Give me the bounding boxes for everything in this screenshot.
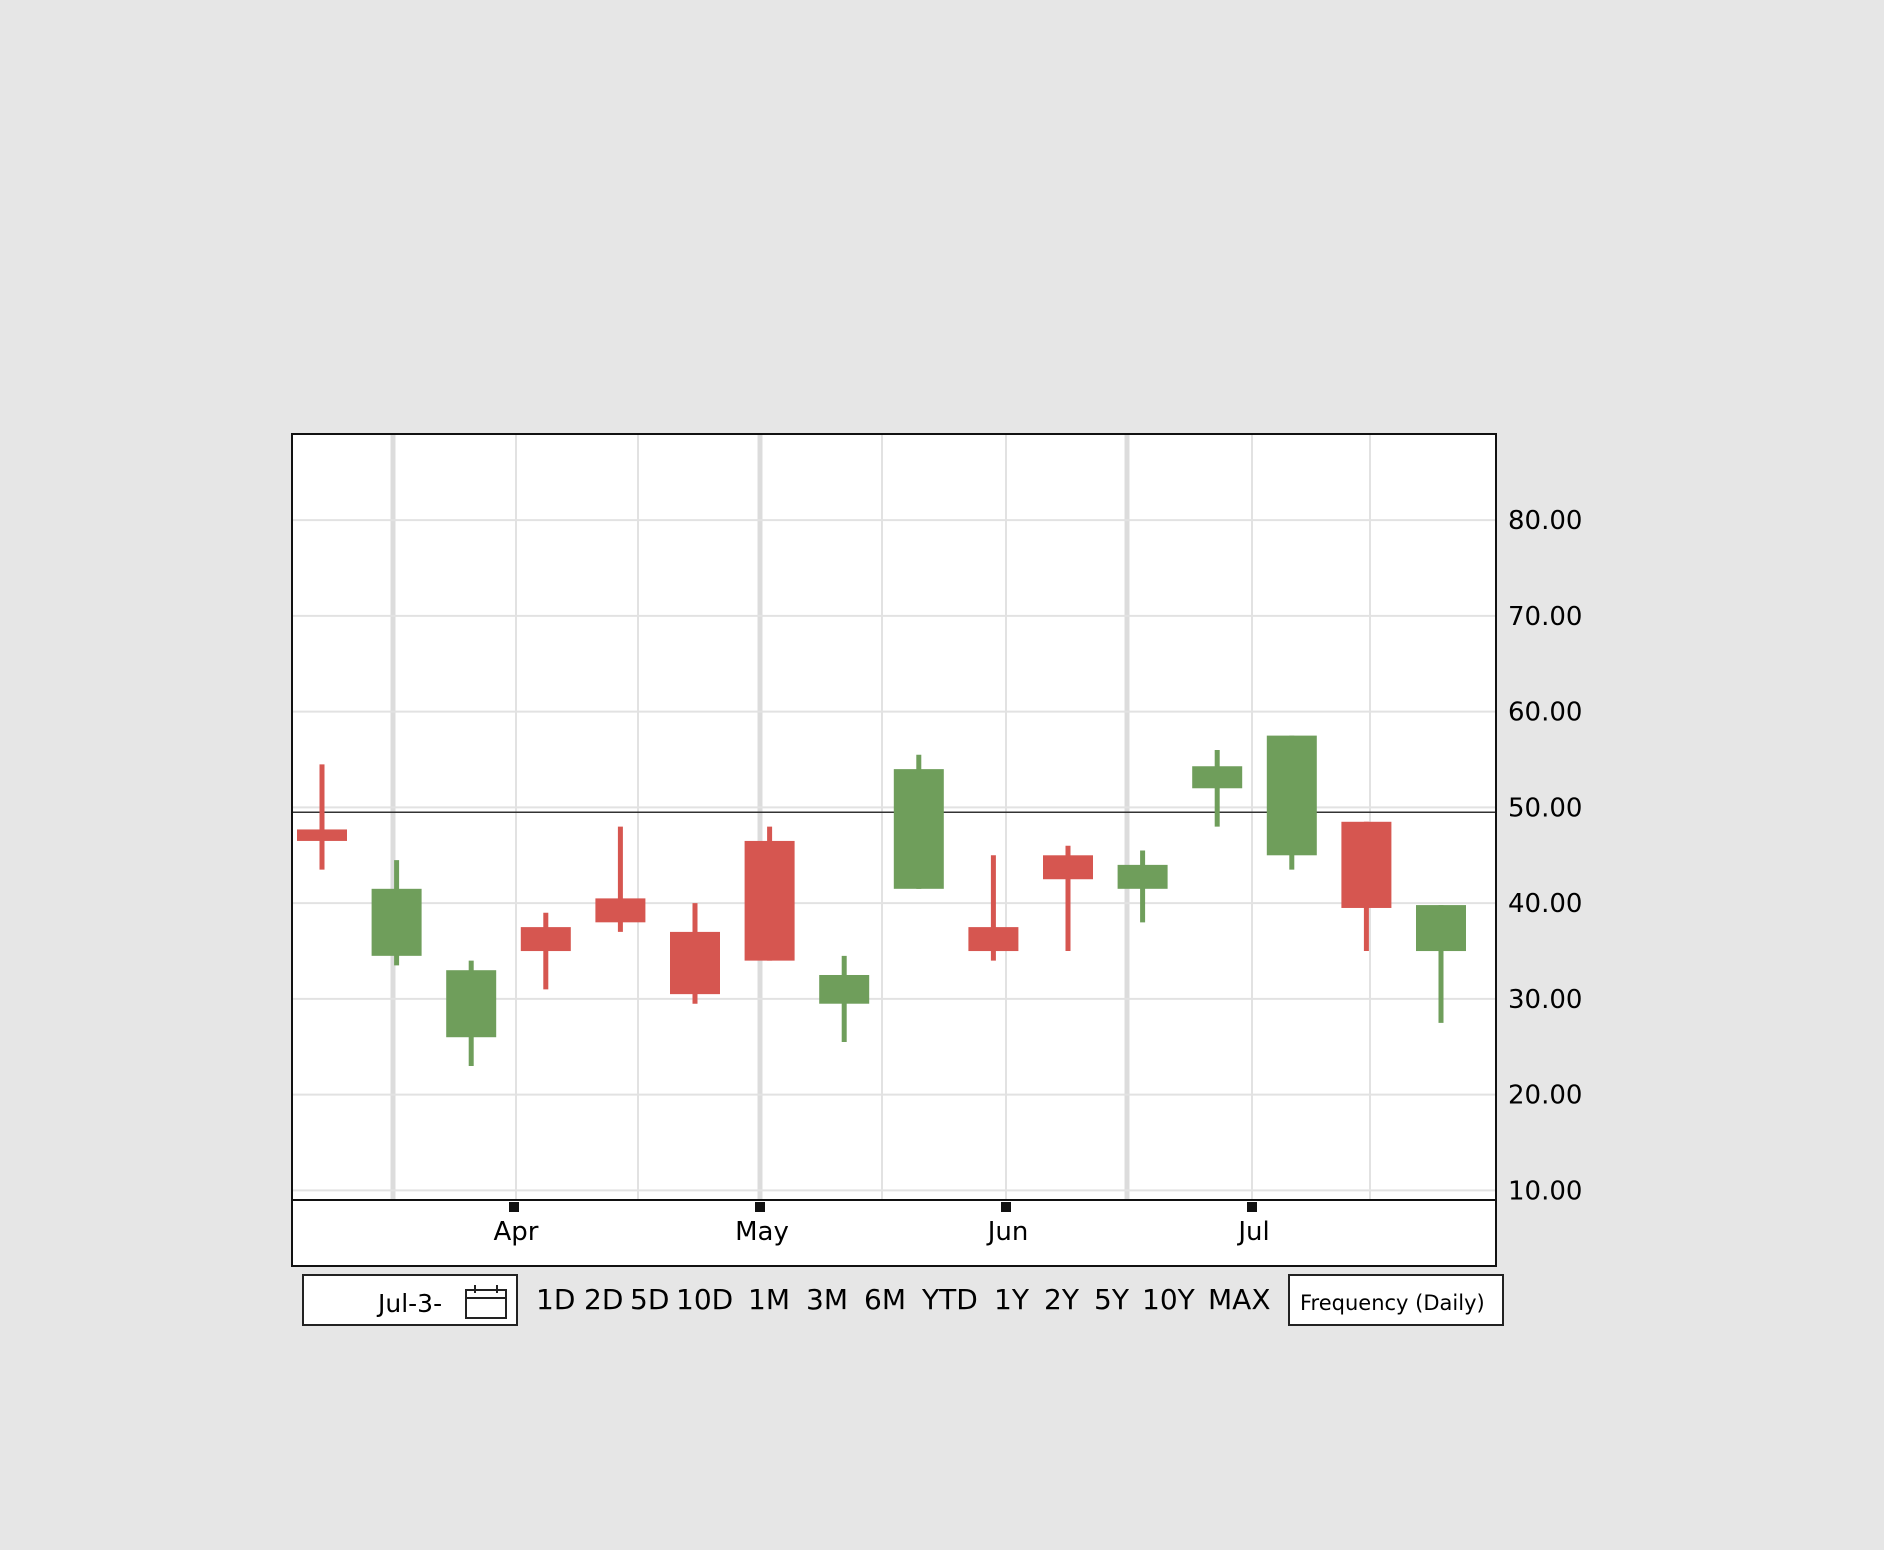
candle-body (1192, 766, 1243, 789)
candle (893, 754, 944, 889)
candle-body (1266, 735, 1317, 856)
range-button-5y[interactable]: 5Y (1094, 1283, 1129, 1316)
candles (297, 735, 1466, 1066)
frequency-label: Frequency (Daily) (1300, 1291, 1485, 1315)
candle (1341, 821, 1392, 952)
candle (297, 764, 347, 870)
candle (371, 860, 422, 966)
candle (1117, 850, 1168, 923)
range-button-ytd[interactable]: YTD (922, 1283, 978, 1316)
candle (744, 826, 795, 961)
range-button-3m[interactable]: 3M (806, 1283, 848, 1316)
x-tick-label: Jul (1236, 1217, 1269, 1247)
y-tick-label: 40.00 (1508, 889, 1582, 919)
range-button-10y[interactable]: 10Y (1142, 1283, 1195, 1316)
x-tick-mark (509, 1202, 519, 1212)
candle (595, 826, 646, 932)
date-value: Jul-3- (378, 1289, 443, 1318)
candle-body (819, 974, 870, 1004)
x-tick-mark (1247, 1202, 1257, 1212)
y-tick-label: 60.00 (1508, 698, 1582, 728)
y-tick-label: 10.00 (1508, 1176, 1582, 1206)
range-toolbar: Jul-3- 1D 2D 5D 10D 1M 3M 6M YTD 1Y 2Y 5Y 10Y MAX Fr… (302, 1274, 1504, 1328)
candle (1266, 735, 1317, 870)
x-tick-label: May (735, 1217, 789, 1247)
candle-body (595, 898, 646, 923)
range-button-1m[interactable]: 1M (748, 1283, 790, 1316)
candle (819, 955, 870, 1043)
candle (520, 912, 571, 990)
y-tick-label: 70.00 (1508, 602, 1582, 632)
candle-body (371, 888, 422, 956)
y-tick-label: 50.00 (1508, 793, 1582, 823)
x-tick-label: Jun (986, 1217, 1029, 1247)
candle-body (1416, 905, 1466, 952)
candle-body (968, 927, 1019, 952)
candle (968, 855, 1019, 961)
x-tick-mark (1001, 1202, 1011, 1212)
date-picker[interactable]: Jul-3- (302, 1274, 518, 1326)
candle (1192, 749, 1243, 827)
chart-frame (291, 433, 1497, 1267)
frequency-select[interactable]: Frequency (Daily) (1288, 1274, 1504, 1326)
y-axis: 10.00 20.00 30.00 40.00 50.00 60.00 70.00 80.00 (1508, 506, 1582, 1206)
y-tick-label: 30.00 (1508, 985, 1582, 1015)
calendar-icon[interactable] (464, 1284, 508, 1320)
candle-body (1043, 855, 1093, 880)
range-button-1y[interactable]: 1Y (994, 1283, 1029, 1316)
candle-body (893, 769, 944, 889)
candle (670, 903, 720, 1004)
candle (446, 960, 497, 1066)
candle-body (297, 829, 347, 841)
range-button-max[interactable]: MAX (1208, 1283, 1271, 1316)
range-button-2y[interactable]: 2Y (1044, 1283, 1079, 1316)
candle-body (520, 927, 571, 952)
candle (1416, 905, 1466, 1023)
y-tick-label: 80.00 (1508, 506, 1582, 536)
candle-body (1341, 821, 1392, 908)
candle-body (744, 840, 795, 961)
candle-body (1117, 864, 1168, 889)
y-tick-label: 20.00 (1508, 1081, 1582, 1111)
x-axis: Apr May Jun Jul (494, 1202, 1270, 1247)
candle-body (670, 931, 720, 995)
range-button-6m[interactable]: 6M (864, 1283, 906, 1316)
x-tick-mark (755, 1202, 765, 1212)
candle (1043, 845, 1093, 952)
x-tick-label: Apr (494, 1217, 539, 1247)
range-button-2d[interactable]: 2D (584, 1283, 624, 1316)
range-button-5d[interactable]: 5D (630, 1283, 670, 1316)
range-button-1d[interactable]: 1D (536, 1283, 576, 1316)
range-button-10d[interactable]: 10D (676, 1283, 734, 1316)
candle-body (446, 970, 497, 1038)
